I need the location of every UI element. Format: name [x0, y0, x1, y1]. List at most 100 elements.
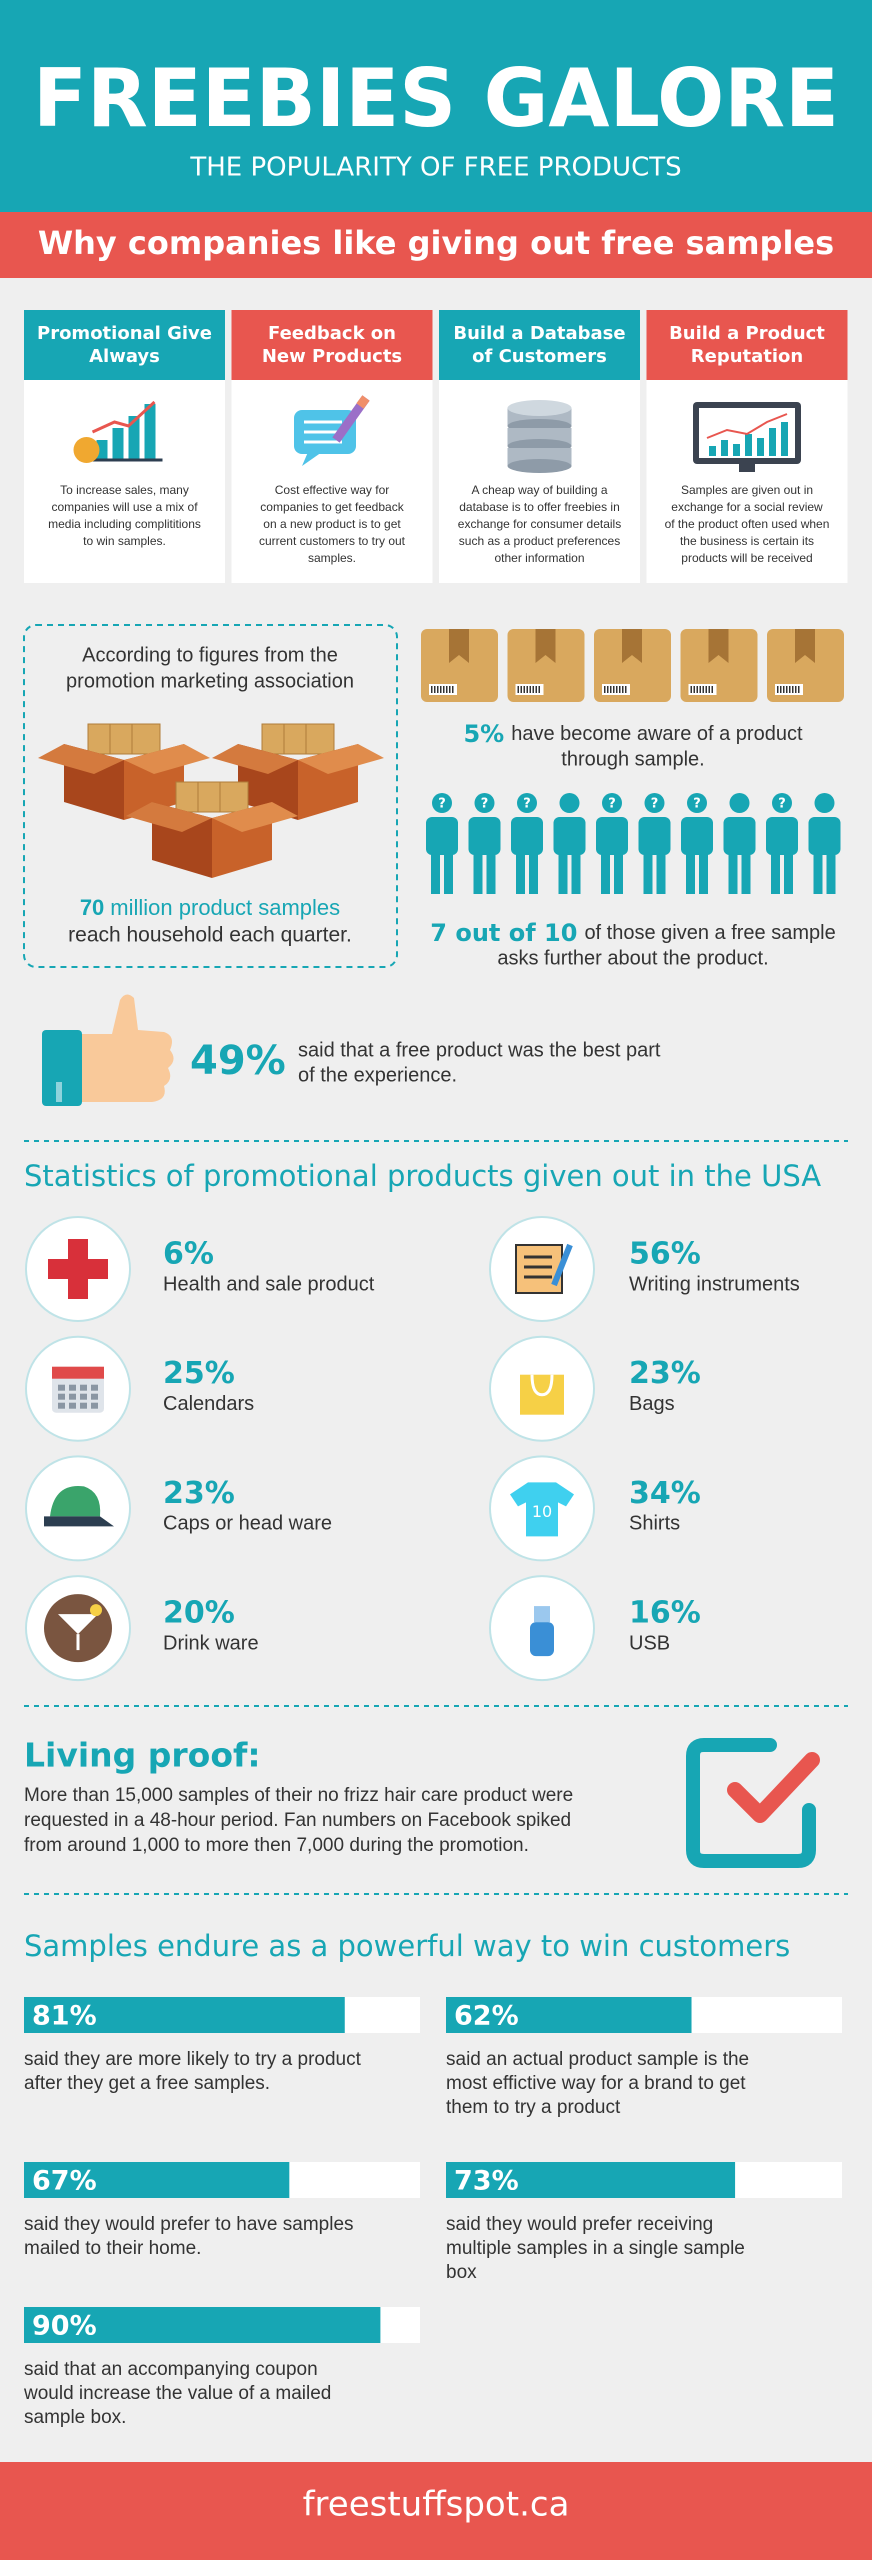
question-mark: ? [481, 797, 489, 812]
icon [808, 817, 841, 855]
icon [602, 793, 622, 813]
icon [474, 793, 495, 813]
reason-card-header [24, 310, 225, 380]
icon [58, 1402, 65, 1409]
icon [781, 422, 788, 456]
icon [601, 850, 610, 894]
icon [452, 686, 454, 693]
reason-title: of Customers [472, 346, 607, 367]
icon [80, 1402, 87, 1409]
icon [792, 686, 794, 693]
stat-label: Health and sale product [163, 1273, 375, 1295]
living-proof-text: requested in a 48-hour period. Fan numbe… [24, 1810, 571, 1831]
icon [686, 850, 695, 894]
icon [507, 459, 572, 473]
icon [709, 446, 716, 456]
shirt-number: 10 [532, 1502, 552, 1521]
bar-text: said they are more likely to try a produ… [24, 2049, 362, 2070]
reason-text: Samples are given out in [681, 483, 813, 497]
icon [625, 686, 627, 693]
section-heading: Living proof: [24, 1736, 261, 1775]
icon [112, 428, 124, 460]
icon [131, 723, 161, 755]
stat-label: USB [629, 1632, 670, 1654]
stat-sentence: 5% have become aware of a product [463, 720, 802, 748]
icon [507, 629, 585, 702]
bar-text: said they would prefer to have samples [24, 2214, 354, 2235]
question-mark: ? [608, 797, 616, 812]
reason-title: New Products [262, 346, 402, 367]
best-part-text: of the experience. [298, 1064, 457, 1086]
question-mark: ? [523, 797, 531, 812]
icon [614, 850, 623, 894]
bar-text: said they would prefer receiving [446, 2214, 713, 2235]
reason-title: Build a Product [669, 323, 825, 344]
icon [699, 850, 708, 894]
icon [723, 817, 756, 855]
icon [607, 686, 609, 693]
bar [24, 1997, 345, 2033]
bar-text: sample box. [24, 2407, 126, 2428]
reason-text: Cost effective way for [275, 483, 390, 497]
icon [594, 629, 671, 702]
icon [58, 1614, 98, 1635]
icon [638, 817, 671, 855]
stat-value: 23% [163, 1476, 235, 1511]
icon [708, 629, 729, 663]
icon [693, 686, 695, 693]
reason-text: companies will use a mix of [51, 500, 198, 514]
icon [473, 850, 483, 894]
highlight-number: 70 [80, 895, 104, 920]
icon [507, 400, 572, 416]
icon [421, 629, 498, 702]
stat-value: 20% [163, 1596, 235, 1631]
icon [741, 850, 751, 894]
header-band [0, 0, 872, 212]
reason-text: exchange for a social review [671, 500, 823, 514]
icon [780, 686, 782, 693]
reason-title: Feedback on [268, 323, 396, 344]
reason-text: database is to offer freebies in [459, 500, 620, 514]
icon [520, 686, 522, 693]
icon [656, 850, 666, 894]
bar-label: 62% [454, 2001, 519, 2032]
reason-card-header [646, 310, 848, 380]
bar [24, 2162, 290, 2198]
stat-value: 7 out of 10 [430, 919, 577, 947]
question-mark: ? [438, 797, 446, 812]
bar-text: would increase the value of a mailed [23, 2383, 331, 2404]
icon [534, 1606, 550, 1623]
icon [91, 1393, 98, 1400]
icon [690, 686, 692, 693]
reason-title: Build a Database [453, 323, 625, 344]
icon [50, 1485, 101, 1517]
icon [814, 793, 835, 813]
icon [757, 438, 764, 456]
icon [212, 744, 298, 774]
icon [449, 686, 451, 693]
icon [530, 1374, 554, 1397]
icon [789, 686, 791, 693]
best-part-value: 49% [190, 1038, 286, 1084]
icon [813, 850, 823, 894]
bar-label: 90% [32, 2311, 97, 2342]
footer-text: freestuffspot.ca [303, 2485, 570, 2525]
check-icon [727, 1752, 820, 1823]
figures-intro: promotion marketing association [66, 670, 354, 692]
bar [24, 2307, 381, 2343]
reason-text: the business is certain its [680, 534, 814, 548]
icon [699, 686, 701, 693]
reason-text: of the product often used when [665, 517, 830, 531]
icon [696, 686, 698, 693]
reason-title: Reputation [691, 346, 803, 367]
icon [745, 434, 752, 456]
icon [80, 1384, 87, 1391]
icon [622, 686, 624, 693]
reason-text: A cheap way of building a [471, 483, 607, 497]
footer-band [0, 2462, 872, 2560]
reason-text: companies to get feedback [260, 500, 404, 514]
reason-text: exchange for consumer details [458, 517, 621, 531]
bar-text: after they get a free samples. [24, 2073, 270, 2094]
figures-caption: reach household each quarter. [68, 924, 352, 947]
icon [511, 817, 543, 855]
